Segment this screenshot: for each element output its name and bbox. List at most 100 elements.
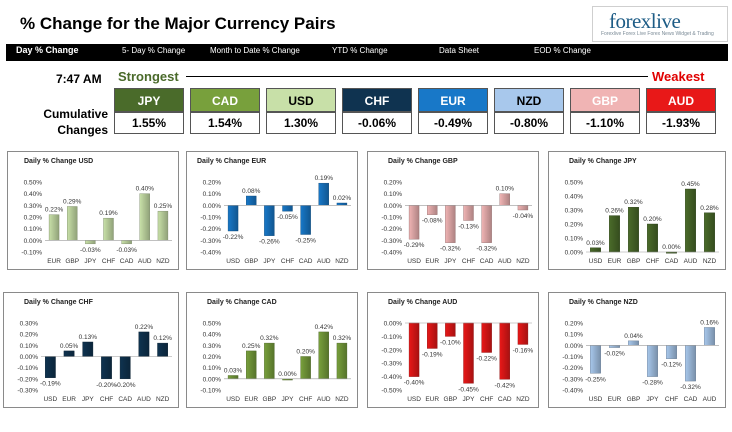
- data-label: 0.32%: [624, 199, 643, 206]
- x-tick-label: JPY: [463, 396, 476, 403]
- x-tick-label: AUD: [317, 258, 331, 265]
- y-tick-label: 0.00%: [20, 354, 39, 361]
- y-tick-label: 0.20%: [203, 180, 222, 187]
- data-label: -0.32%: [476, 246, 497, 253]
- chart-panel-gbp: Daily % Change GBP -0.40% -0.30% -0.20% -0.…: [367, 151, 539, 270]
- bar-eur: [609, 215, 620, 253]
- data-label: 0.20%: [296, 349, 315, 356]
- currency-change-gbp: -1.10%: [570, 112, 640, 134]
- y-tick-label: 0.00%: [203, 203, 222, 210]
- x-tick-label: USD: [407, 396, 421, 403]
- x-tick-label: AUD: [137, 396, 151, 403]
- currency-code-eur: EUR: [418, 88, 488, 112]
- chart-eur: -0.40% -0.30% -0.20% -0.10% 0.00% 0.10% 0.20% -…: [200, 175, 351, 265]
- data-label: 0.16%: [700, 319, 719, 326]
- x-tick-label: AUD: [703, 396, 717, 403]
- data-label: -0.20%: [96, 382, 117, 389]
- bar-aud: [704, 327, 715, 346]
- bar-cad: [685, 345, 696, 382]
- x-tick-label: EUR: [47, 258, 61, 265]
- y-tick-label: 0.10%: [20, 343, 39, 350]
- bar-chf: [300, 356, 311, 380]
- y-tick-label: -0.20%: [17, 376, 38, 383]
- currency-change-jpy: 1.55%: [114, 112, 184, 134]
- currency-code-aud: AUD: [646, 88, 716, 112]
- bar-eur: [48, 214, 60, 241]
- currency-code-chf: CHF: [342, 88, 412, 112]
- tab-5-day-change[interactable]: 5- Day % Change: [122, 46, 186, 55]
- currency-code-nzd: NZD: [494, 88, 564, 112]
- y-tick-label: 0.10%: [384, 191, 403, 198]
- chart-panel-chf: Daily % Change CHF -0.30% -0.20% -0.10% 0.0…: [3, 292, 179, 408]
- x-tick-label: AUD: [498, 258, 512, 265]
- data-label: 0.25%: [242, 343, 261, 350]
- bar-usd: [227, 375, 239, 380]
- bar-chf: [103, 217, 114, 241]
- logo-wordmark: forexlive: [609, 9, 681, 33]
- y-tick-label: -0.30%: [381, 361, 402, 368]
- x-tick-label: GBP: [627, 396, 641, 403]
- x-tick-label: GBP: [443, 396, 457, 403]
- y-tick-label: 0.30%: [20, 321, 39, 328]
- chart-title: Daily % Change CAD: [207, 299, 277, 306]
- forexlive-logo: forexlive Forexlive Forex Live Forex New…: [592, 6, 728, 42]
- x-tick-label: USD: [226, 258, 240, 265]
- bar-gbp: [628, 340, 639, 346]
- y-tick-label: 0.20%: [565, 321, 584, 328]
- tab-data-sheet[interactable]: Data Sheet: [439, 46, 480, 55]
- y-tick-label: 0.00%: [203, 376, 222, 383]
- x-tick-label: CAD: [120, 258, 134, 265]
- x-tick-label: USD: [226, 396, 240, 403]
- x-tick-label: EUR: [608, 258, 622, 265]
- x-tick-label: CHF: [100, 396, 113, 403]
- x-tick-label: NZD: [335, 258, 349, 265]
- currency-change-nzd: -0.80%: [494, 112, 564, 134]
- x-tick-label: EUR: [425, 258, 439, 265]
- y-tick-label: -0.30%: [381, 238, 402, 245]
- tab-month-to-date-change[interactable]: Month to Date % Change: [210, 46, 300, 55]
- x-tick-label: CAD: [299, 258, 313, 265]
- currency-code-jpy: JPY: [114, 88, 184, 112]
- bar-usd: [590, 247, 601, 253]
- tab-ytd-change[interactable]: YTD % Change: [332, 46, 388, 55]
- x-tick-label: CHF: [102, 258, 115, 265]
- x-tick-label: EUR: [425, 396, 439, 403]
- x-tick-label: CHF: [646, 258, 659, 265]
- bar-chf: [282, 205, 293, 212]
- x-tick-label: GBP: [627, 258, 641, 265]
- data-label: 0.04%: [624, 333, 643, 340]
- bar-nzd: [517, 322, 529, 345]
- x-tick-label: NZD: [703, 258, 717, 265]
- y-tick-label: 0.40%: [565, 194, 584, 201]
- x-tick-label: JPY: [647, 396, 660, 403]
- data-label: 0.08%: [242, 188, 261, 195]
- y-tick-label: -0.30%: [200, 238, 221, 245]
- x-tick-label: CHF: [299, 396, 312, 403]
- data-label: -0.05%: [277, 214, 298, 221]
- bar-eur: [609, 345, 620, 348]
- data-label: 0.45%: [681, 181, 700, 188]
- data-label: 0.00%: [662, 244, 681, 251]
- x-tick-label: CHF: [665, 396, 678, 403]
- currency-change-usd: 1.30%: [266, 112, 336, 134]
- x-tick-label: CHF: [480, 396, 493, 403]
- x-tick-label: NZD: [156, 396, 170, 403]
- bar-jpy: [264, 205, 275, 236]
- tab-eod-change[interactable]: EOD % Change: [534, 46, 591, 55]
- x-tick-label: CAD: [118, 396, 132, 403]
- bar-cad: [119, 356, 131, 380]
- currency-code-cad: CAD: [190, 88, 260, 112]
- y-tick-label: 0.00%: [384, 203, 403, 210]
- bar-cad: [121, 240, 132, 245]
- chart-title: Daily % Change NZD: [569, 299, 638, 306]
- tab-day-change[interactable]: Day % Change: [16, 45, 79, 55]
- data-label: 0.10%: [496, 186, 515, 193]
- y-tick-label: -0.10%: [17, 365, 38, 372]
- x-tick-label: JPY: [84, 258, 97, 265]
- data-label: 0.28%: [700, 205, 719, 212]
- x-tick-label: USD: [589, 396, 603, 403]
- x-tick-label: CHF: [281, 258, 294, 265]
- chart-cad: -0.10% 0.00% 0.10% 0.20% 0.30% 0.40% 0.50% 0.03…: [200, 321, 351, 404]
- strongest-label: Strongest: [118, 69, 179, 84]
- x-tick-label: EUR: [62, 396, 76, 403]
